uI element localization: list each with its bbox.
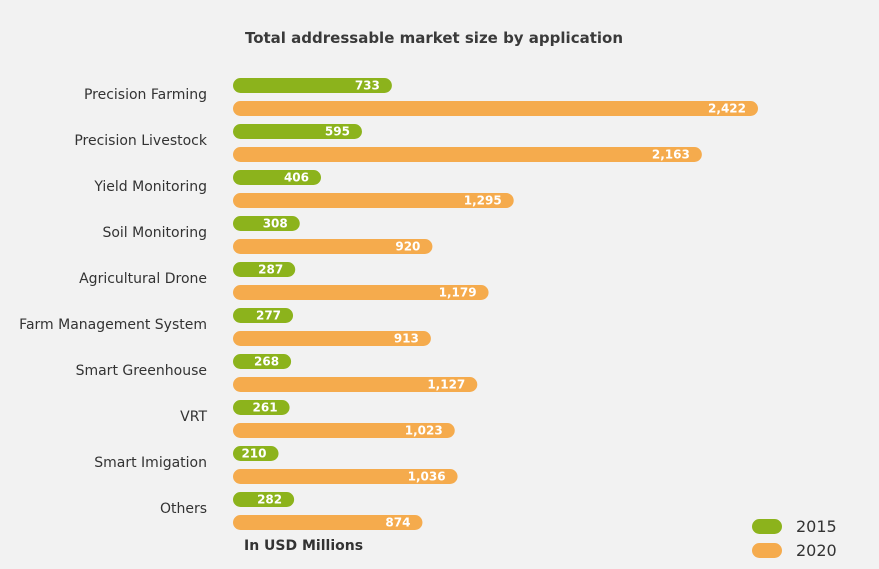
bar-2020 (233, 469, 458, 484)
bar-2020 (233, 515, 423, 530)
data-label-2020: 913 (394, 332, 419, 346)
bar-2020 (233, 239, 433, 254)
bar-2015 (233, 216, 300, 231)
category-label: Others (160, 501, 207, 517)
data-label-2015: 595 (325, 125, 350, 139)
data-label-2015: 406 (284, 171, 309, 185)
data-label-2020: 920 (395, 240, 420, 254)
bar-2015 (233, 124, 362, 139)
bar-2015 (233, 262, 296, 277)
data-label-2015: 308 (263, 217, 288, 231)
data-label-2020: 1,036 (408, 470, 446, 484)
data-label-2015: 733 (355, 79, 380, 93)
data-label-2015: 277 (256, 309, 281, 323)
bar-2015 (233, 354, 292, 369)
bar-2020 (233, 331, 431, 346)
category-label: Farm Management System (19, 317, 207, 333)
legend-item-2020: 2020 (752, 538, 837, 562)
unit-label: In USD Millions (244, 538, 364, 554)
category-label: Precision Farming (84, 87, 207, 103)
data-label-2015: 268 (254, 355, 279, 369)
category-label: Yield Monitoring (93, 179, 207, 195)
category-label: Smart Imigation (94, 455, 207, 471)
data-label-2020: 1,023 (405, 424, 443, 438)
data-label-2020: 1,179 (439, 286, 477, 300)
legend-swatch-2020 (752, 542, 782, 558)
legend-label-2020: 2020 (796, 540, 837, 560)
data-label-2015: 261 (253, 401, 278, 415)
data-label-2020: 1,295 (464, 194, 502, 208)
bar-2020 (233, 423, 455, 438)
bar-2020 (233, 147, 702, 162)
data-label-2020: 874 (385, 516, 410, 530)
data-label-2020: 2,422 (708, 102, 746, 116)
bar-2015 (233, 170, 322, 185)
category-label: VRT (180, 409, 207, 425)
legend-swatch-2015 (752, 518, 782, 534)
bar-2020 (233, 193, 514, 208)
bar-2015 (233, 308, 294, 323)
chart-title: Total addressable market size by applica… (244, 29, 624, 47)
data-label-2015: 287 (258, 263, 283, 277)
data-label-2020: 1,127 (427, 378, 465, 392)
bar-2020 (233, 101, 758, 116)
legend-label-2015: 2015 (796, 516, 837, 536)
bar-2020 (233, 377, 478, 392)
bar-2015 (233, 446, 279, 461)
category-label: Precision Livestock (74, 133, 208, 149)
bar-2015 (233, 400, 290, 415)
legend-item-2015: 2015 (752, 514, 837, 538)
category-label: Smart Greenhouse (76, 363, 207, 379)
legend: 2015 2020 (752, 514, 837, 562)
data-label-2015: 282 (257, 493, 282, 507)
data-label-2015: 210 (241, 447, 266, 461)
category-label: Agricultural Drone (79, 271, 207, 287)
data-label-2020: 2,163 (652, 148, 690, 162)
category-label: Soil Monitoring (102, 225, 207, 241)
bar-2015 (233, 78, 392, 93)
bar-2020 (233, 285, 489, 300)
bar-2015 (233, 492, 295, 507)
